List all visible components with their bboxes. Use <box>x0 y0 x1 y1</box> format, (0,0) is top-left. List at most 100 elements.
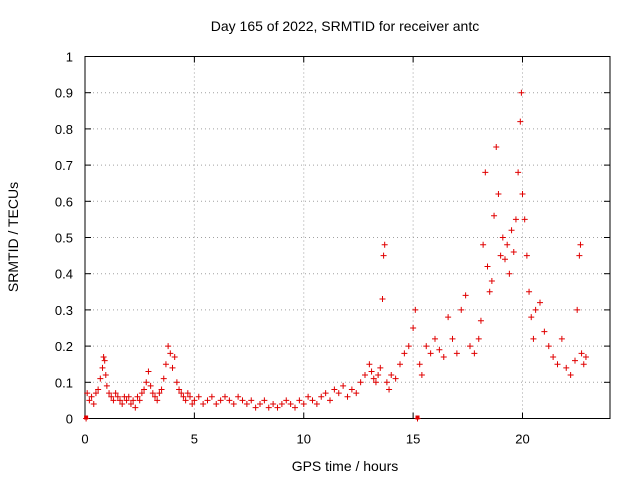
data-point <box>270 401 277 408</box>
data-point <box>488 277 495 284</box>
data-point <box>484 263 491 270</box>
data-point <box>248 397 255 404</box>
data-point <box>368 368 375 375</box>
data-point <box>480 241 487 248</box>
data-point <box>526 288 533 295</box>
data-point <box>580 361 587 368</box>
data-point <box>130 397 137 404</box>
baseline-marker <box>415 415 420 420</box>
data-point <box>84 390 91 397</box>
data-point <box>274 404 281 411</box>
data-point <box>134 393 141 400</box>
data-point <box>261 397 268 404</box>
data-point <box>152 393 158 400</box>
data-point <box>305 393 312 400</box>
data-point <box>506 270 513 277</box>
data-point <box>493 144 500 150</box>
data-point <box>187 393 193 400</box>
data-point <box>239 397 246 404</box>
data-point <box>491 212 498 219</box>
data-point <box>283 397 290 404</box>
data-point <box>436 346 443 353</box>
data-point <box>230 401 237 408</box>
data-point <box>475 335 482 342</box>
data-point <box>167 350 174 357</box>
data-point <box>243 401 250 408</box>
data-point <box>318 393 325 400</box>
data-point <box>482 169 489 176</box>
data-point <box>138 390 145 397</box>
x-axis-label: GPS time / hours <box>292 458 399 474</box>
y-tick-label: 0.4 <box>55 267 73 282</box>
data-point <box>372 379 379 386</box>
data-point <box>278 401 285 408</box>
data-point <box>145 368 152 375</box>
data-point <box>222 393 228 400</box>
y-tick-label: 0.2 <box>55 339 73 354</box>
data-point <box>432 335 438 342</box>
data-point <box>410 325 417 331</box>
data-point <box>554 361 561 368</box>
data-point <box>445 314 452 321</box>
data-point <box>519 191 526 198</box>
data-point <box>160 375 167 382</box>
data-point <box>102 372 109 379</box>
x-tick-label: 10 <box>297 432 311 447</box>
data-point <box>572 357 578 364</box>
y-tick-label: 0.8 <box>55 122 73 137</box>
data-point <box>287 401 294 408</box>
data-point <box>477 317 484 324</box>
data-point <box>462 292 469 299</box>
data-point <box>162 361 169 368</box>
data-point <box>515 169 522 176</box>
data-point <box>550 353 557 360</box>
data-point <box>567 372 574 379</box>
data-point <box>423 343 430 350</box>
chart-title: Day 165 of 2022, SRMTID for receiver ant… <box>211 18 479 34</box>
axis-ticks: 00.10.20.30.40.50.60.70.80.910 5 10 15 20 <box>55 50 610 447</box>
data-point <box>576 252 583 259</box>
data-point <box>208 393 215 400</box>
y-tick-label: 0.6 <box>55 194 73 209</box>
data-point <box>517 118 524 125</box>
y-tick-label: 0.3 <box>55 303 73 318</box>
data-point <box>495 191 502 198</box>
data-point <box>502 256 508 263</box>
data-point <box>331 386 338 393</box>
data-point <box>265 404 272 411</box>
data-point <box>125 393 132 400</box>
data-point <box>127 401 134 408</box>
data-point <box>200 401 207 408</box>
data-point <box>191 397 198 404</box>
y-tick-label: 1 <box>66 50 73 65</box>
data-point <box>386 386 393 393</box>
data-point <box>117 397 123 404</box>
data-point <box>521 216 528 223</box>
data-point <box>103 382 110 389</box>
data-point <box>173 379 180 386</box>
y-tick-label: 0.1 <box>55 375 73 390</box>
data-point <box>504 241 511 248</box>
y-tick-label: 0.5 <box>55 231 73 246</box>
data-point <box>523 252 530 259</box>
y-axis-label: SRMTID / TECUs <box>5 182 21 292</box>
y-tick-label: 0.9 <box>55 86 73 101</box>
data-point <box>528 314 535 321</box>
data-point <box>132 404 139 411</box>
data-point <box>357 379 364 386</box>
data-point <box>518 89 525 96</box>
data-point <box>171 353 178 360</box>
data-point <box>537 299 543 306</box>
data-point <box>427 350 434 357</box>
data-point <box>165 343 172 350</box>
data-point <box>217 397 224 404</box>
data-point <box>257 401 263 408</box>
data-point <box>366 361 373 368</box>
data-point <box>204 397 211 404</box>
data-point <box>577 241 584 248</box>
data-point <box>418 372 425 379</box>
data-point <box>86 397 93 404</box>
data-point <box>541 328 548 335</box>
data-point <box>106 390 113 397</box>
data-point <box>412 306 419 313</box>
